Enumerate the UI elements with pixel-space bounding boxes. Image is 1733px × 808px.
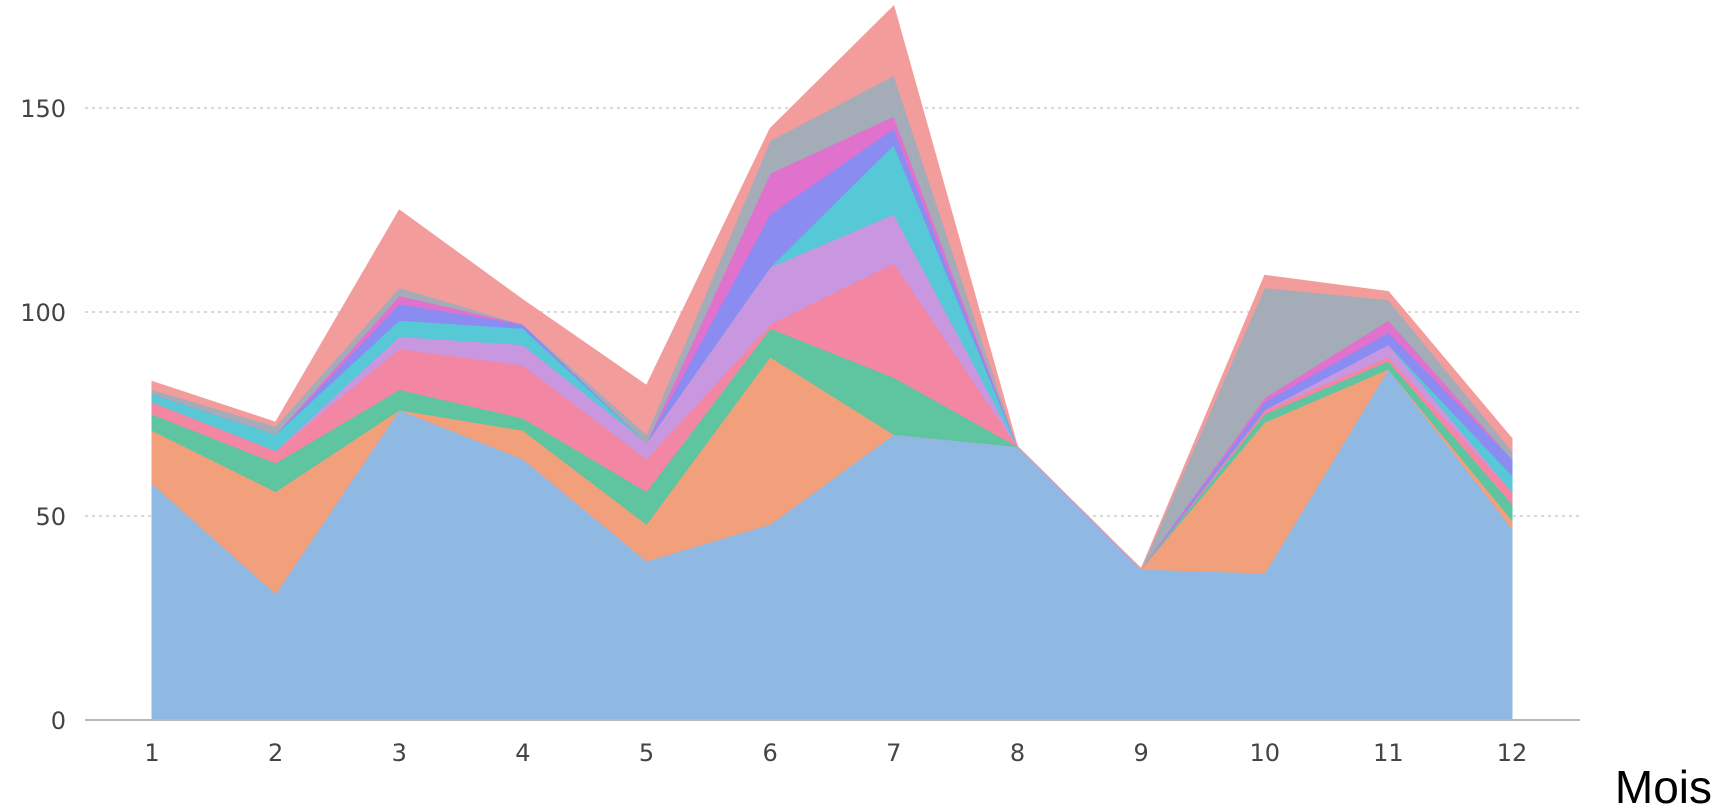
- x-tick-label: 5: [639, 739, 654, 767]
- x-axis-label: Mois: [1615, 761, 1712, 808]
- x-tick-label: 12: [1497, 739, 1528, 767]
- x-tick-label: 10: [1249, 739, 1280, 767]
- series-areas: [151, 5, 1513, 721]
- y-tick-label: 150: [20, 95, 66, 123]
- x-tick-label: 8: [1010, 739, 1025, 767]
- y-tick-label: 100: [20, 299, 66, 327]
- x-tick-label: 4: [515, 739, 530, 767]
- x-tick-label: 11: [1373, 739, 1404, 767]
- x-tick-label: 1: [144, 739, 159, 767]
- series-area-10: [151, 5, 1513, 570]
- x-tick-label: 7: [886, 739, 901, 767]
- x-tick-label: 9: [1133, 739, 1148, 767]
- y-axis-ticks: 0 50 100 150: [20, 95, 66, 735]
- x-tick-label: 6: [763, 739, 778, 767]
- x-tick-label: 2: [268, 739, 283, 767]
- x-tick-label: 3: [392, 739, 407, 767]
- y-tick-label: 50: [35, 503, 66, 531]
- x-axis-ticks: 1 2 3 4 5 6 7 8 9 10 11 12: [144, 739, 1527, 767]
- y-tick-label: 0: [51, 707, 66, 735]
